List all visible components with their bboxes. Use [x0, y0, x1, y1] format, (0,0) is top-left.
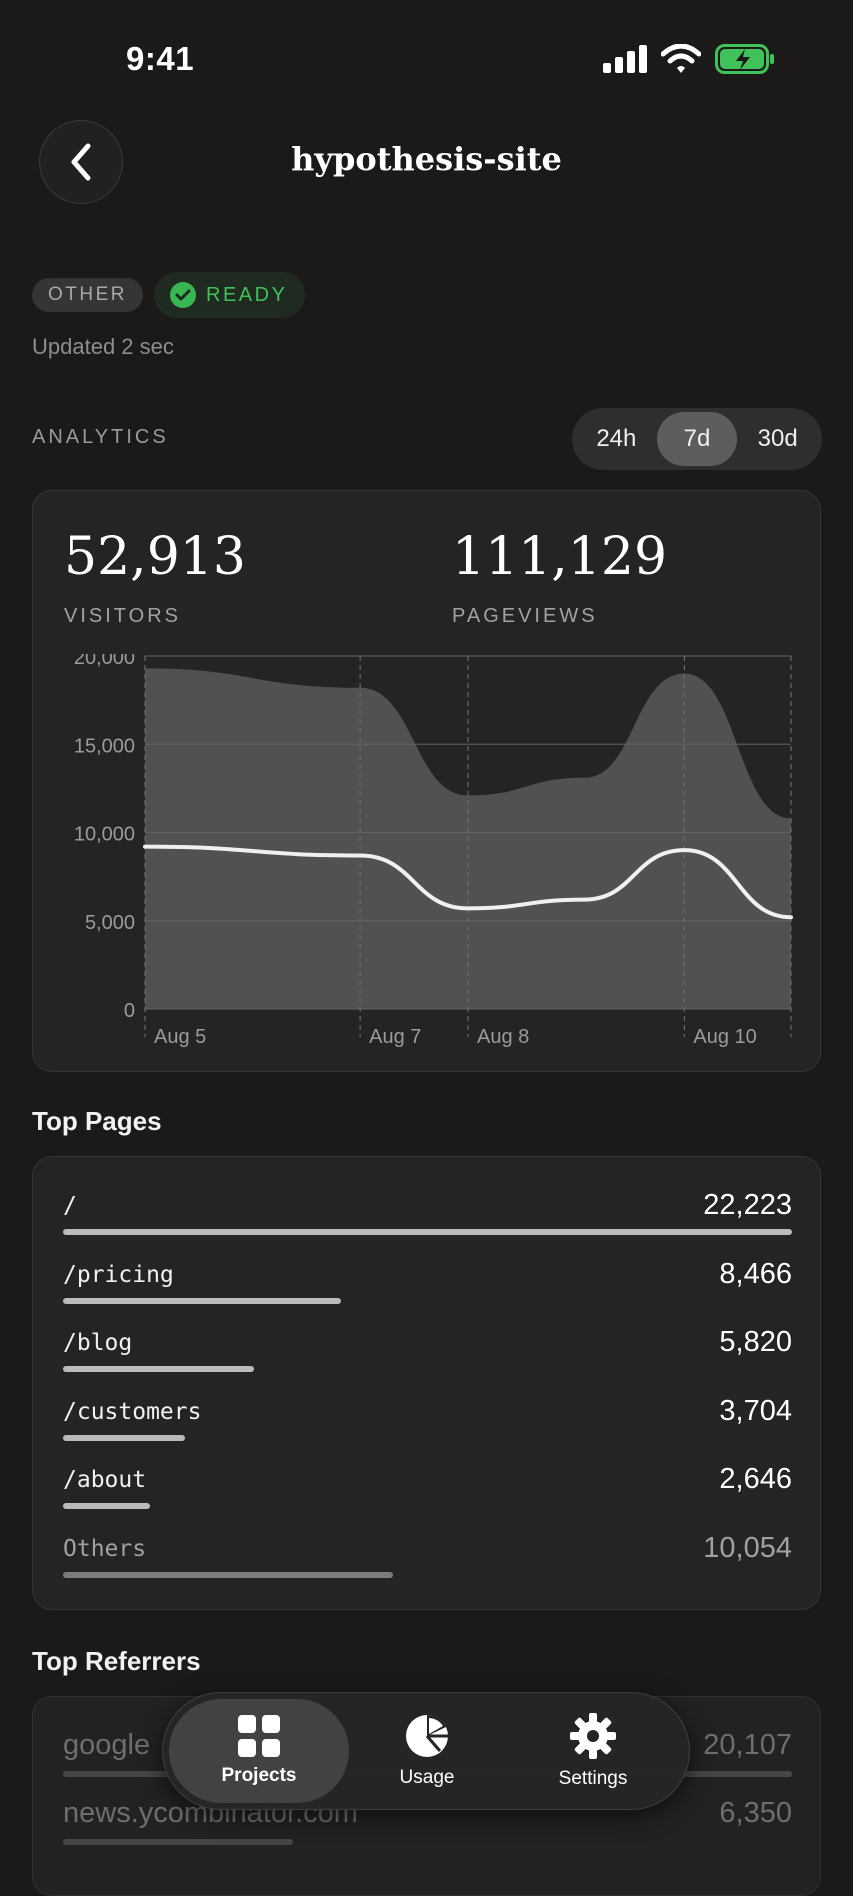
referrer-count: 20,107: [703, 1729, 792, 1761]
visitors-label: VISITORS: [64, 605, 181, 627]
pageviews-value: 111,129: [452, 527, 668, 587]
top-page-count: 5,820: [719, 1326, 792, 1358]
top-page-row[interactable]: / 22,223: [63, 1189, 792, 1251]
top-page-bar: [63, 1503, 150, 1509]
top-page-path: Others: [63, 1535, 147, 1562]
top-page-row[interactable]: /blog 5,820: [63, 1326, 792, 1388]
referrer-name: google: [63, 1729, 151, 1761]
chart-x-tick-label: Aug 7: [369, 1026, 421, 1048]
wifi-icon: [661, 44, 701, 73]
top-page-path: /pricing: [63, 1261, 174, 1288]
tab-bar: Projects Usage Settings: [162, 1692, 690, 1810]
analytics-card: 52,913 VISITORS 111,129 PAGEVIEWS 20,000…: [32, 490, 821, 1072]
tab-usage-label: Usage: [399, 1767, 455, 1788]
chart-y-tick-label: 20,000: [74, 647, 135, 669]
chart-y-tick-label: 10,000: [74, 824, 135, 846]
chart-x-tick-label: Aug 8: [477, 1026, 529, 1048]
pie-chart-icon: [406, 1715, 448, 1757]
chart-x-tick-label: Aug 10: [693, 1026, 756, 1048]
top-page-row[interactable]: /about 2,646: [63, 1463, 792, 1525]
referrer-bar: [63, 1839, 294, 1845]
pageviews-stat: 111,129 PAGEVIEWS: [452, 531, 667, 628]
page-title: hypothesis-site: [291, 140, 562, 178]
grid-icon: [238, 1715, 280, 1757]
status-badge: READY: [154, 272, 306, 318]
tab-settings[interactable]: Settings: [503, 1699, 683, 1803]
tab-projects[interactable]: Projects: [169, 1699, 349, 1803]
top-page-bar: [63, 1434, 185, 1441]
chevron-left-icon: [71, 143, 91, 181]
pageviews-label: PAGEVIEWS: [452, 605, 598, 627]
chart-y-tick-label: 0: [124, 1000, 135, 1022]
range-selector: 24h 7d 30d: [572, 408, 822, 470]
visitors-value: 52,913: [64, 527, 246, 587]
chart-y-tick-label: 5,000: [85, 912, 135, 934]
visitors-chart: 20,000 15,000 10,000 5,000 0 Aug 5 Aug 7 Aug 8 A…: [74, 647, 793, 1048]
category-badge: OTHER: [32, 278, 143, 312]
top-page-row[interactable]: /customers 3,704: [63, 1395, 792, 1457]
signal-icon: [603, 45, 647, 73]
top-pages-card: / 22,223/pricing 8,466/blog 5,820/customers…: [32, 1156, 821, 1610]
top-page-count: 10,054: [703, 1531, 792, 1564]
status-time: 9:41: [126, 40, 195, 77]
range-option-24h[interactable]: 24h: [596, 425, 637, 452]
top-page-path: /customers: [63, 1398, 202, 1425]
referrer-count: 6,350: [719, 1797, 792, 1829]
top-page-count: 2,646: [719, 1463, 792, 1495]
chart-y-tick-label: 15,000: [74, 735, 135, 757]
top-page-count: 3,704: [719, 1394, 792, 1427]
range-option-7d[interactable]: 7d: [656, 412, 738, 466]
tab-usage[interactable]: Usage: [337, 1699, 517, 1803]
top-page-path: /about: [63, 1467, 147, 1493]
top-page-row[interactable]: /pricing 8,466: [63, 1258, 792, 1320]
battery-charging-icon: [715, 44, 774, 74]
analytics-section-label: ANALYTICS: [32, 426, 169, 448]
gear-icon: [570, 1713, 616, 1759]
top-pages-title: Top Pages: [32, 1106, 162, 1136]
top-page-row[interactable]: Others 10,054: [63, 1532, 792, 1594]
chart-x-tick-label: Aug 5: [154, 1026, 206, 1048]
top-referrers-title: Top Referrers: [32, 1646, 201, 1676]
status-icons: [603, 44, 775, 74]
top-page-path: /: [63, 1193, 77, 1219]
tab-projects-label: Projects: [221, 1765, 297, 1786]
tab-settings-label: Settings: [558, 1768, 628, 1789]
chart-line-series: [143, 844, 793, 920]
top-page-bar: [63, 1366, 254, 1372]
top-page-count: 22,223: [703, 1189, 792, 1221]
updated-timestamp: Updated 2 sec: [32, 334, 174, 359]
status-badge-label: READY: [206, 283, 288, 306]
top-page-count: 8,466: [719, 1257, 792, 1290]
top-page-path: /blog: [63, 1330, 133, 1356]
range-option-30d[interactable]: 30d: [757, 425, 798, 452]
visitors-stat: 52,913 VISITORS: [64, 531, 246, 628]
top-page-bar: [63, 1297, 341, 1304]
top-page-bar: [63, 1229, 792, 1235]
check-circle-icon: [170, 282, 196, 308]
top-page-bar: [63, 1571, 393, 1578]
back-button[interactable]: [39, 120, 123, 204]
